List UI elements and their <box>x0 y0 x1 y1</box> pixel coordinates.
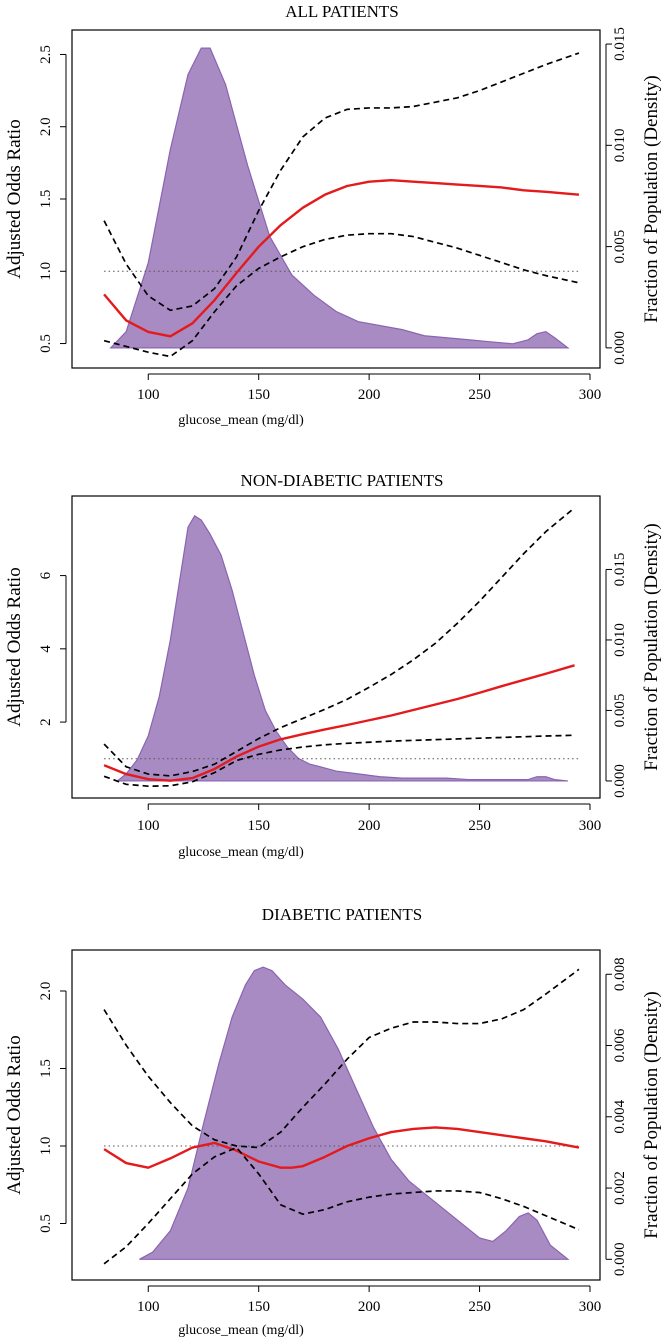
series-ci-upper <box>103 507 576 777</box>
y-tick-label: 4 <box>38 645 54 653</box>
y-tick-label: 2.0 <box>38 117 54 136</box>
plot-frame <box>71 29 601 369</box>
y-tick-label: 1.0 <box>38 1137 54 1156</box>
x-tick-label: 150 <box>247 818 270 834</box>
y-tick-label: 2.5 <box>38 45 54 64</box>
x-tick-label: 150 <box>247 1299 270 1315</box>
series-odds-ratio <box>103 1126 580 1169</box>
y2-tick-label: 0.010 <box>612 623 628 657</box>
y2-tick-label: 0.008 <box>612 957 628 991</box>
x-axis-label: glucose_mean (mg/dl) <box>178 1323 304 1338</box>
x-axis-label: glucose_mean (mg/dl) <box>178 413 304 428</box>
y-axis-right: 0.000 0.005 0.010 0.015 <box>605 553 628 798</box>
series-ci-lower <box>103 1146 580 1265</box>
y2-axis-label: Fraction of Population (Density) <box>641 75 662 323</box>
x-tick-label: 200 <box>358 818 381 834</box>
y-tick-label: 2 <box>38 718 54 726</box>
y2-tick-label: 0.004 <box>612 1099 628 1133</box>
series-ci-lower <box>103 232 580 358</box>
series-ci-upper <box>103 52 580 312</box>
y2-tick-label: 0.010 <box>612 128 628 162</box>
x-tick-label: 200 <box>358 387 381 403</box>
y2-tick-label: 0.005 <box>612 694 628 728</box>
y-axis-label: Adjusted Odds Ratio <box>4 567 25 726</box>
x-axis-label: glucose_mean (mg/dl) <box>178 845 304 860</box>
x-tick-label: 150 <box>247 387 270 403</box>
y-tick-label: 1.5 <box>38 1059 54 1078</box>
series-ci-lower <box>103 734 575 788</box>
y-tick-label: 0.5 <box>38 334 54 353</box>
y-tick-label: 1.0 <box>38 262 54 281</box>
x-tick-label: 300 <box>579 387 602 403</box>
density-area <box>109 47 570 349</box>
x-axis: 100 150 200 250 300 <box>137 1285 602 1315</box>
chart-title: ALL PATIENTS <box>285 2 399 21</box>
y2-axis-label: Fraction of Population (Density) <box>641 523 662 771</box>
y2-axis-label: Fraction of Population (Density) <box>641 991 662 1239</box>
chart-panel-3: DIABETIC PATIENTS 100 150 200 250 300 glucose_… <box>4 905 662 1338</box>
x-tick-label: 100 <box>137 387 160 403</box>
chart-panel-1: ALL PATIENTS 100 150 200 250 300 glucose_mean … <box>4 2 662 428</box>
y2-tick-label: 0.002 <box>612 1171 628 1205</box>
y2-tick-label: 0.005 <box>612 230 628 264</box>
y-axis-left: 2 4 6 <box>38 571 67 726</box>
series-odds-ratio <box>103 179 580 338</box>
y2-tick-label: 0.000 <box>612 1242 628 1276</box>
y-axis-label: Adjusted Odds Ratio <box>4 119 25 278</box>
y-tick-label: 6 <box>38 571 54 579</box>
y-tick-label: 0.5 <box>38 1214 54 1233</box>
x-tick-label: 100 <box>137 1299 160 1315</box>
x-tick-label: 300 <box>579 818 602 834</box>
y2-tick-label: 0.015 <box>612 27 628 61</box>
x-axis: 100 150 200 250 300 <box>137 803 602 834</box>
plot-frame <box>71 495 601 799</box>
series-ci-upper <box>103 968 580 1149</box>
x-tick-label: 250 <box>468 387 491 403</box>
x-tick-label: 200 <box>358 1299 381 1315</box>
density-area <box>139 966 570 1260</box>
series-odds-ratio <box>103 664 575 782</box>
y2-tick-label: 0.015 <box>612 553 628 587</box>
chart-title: DIABETIC PATIENTS <box>262 905 422 924</box>
chart-panel-2: NON-DIABETIC PATIENTS 100 150 200 250 300 gluc… <box>4 471 662 860</box>
y-tick-label: 2.0 <box>38 982 54 1001</box>
y-axis-right: 0.000 0.005 0.010 0.015 <box>605 27 628 365</box>
y-axis-left: 0.5 1.0 1.5 2.0 2.5 <box>38 45 67 353</box>
x-axis: 100 150 200 250 300 <box>137 373 602 403</box>
chart-title: NON-DIABETIC PATIENTS <box>241 471 444 490</box>
x-tick-label: 300 <box>579 1299 602 1315</box>
plot-frame <box>71 949 601 1281</box>
y2-tick-label: 0.006 <box>612 1028 628 1062</box>
y2-tick-label: 0.000 <box>612 331 628 365</box>
y-axis-right: 0.000 0.002 0.004 0.006 0.008 <box>605 957 628 1276</box>
x-tick-label: 250 <box>468 818 491 834</box>
y-tick-label: 1.5 <box>38 190 54 209</box>
y2-tick-label: 0.000 <box>612 764 628 798</box>
x-tick-label: 250 <box>468 1299 491 1315</box>
y-axis-label: Adjusted Odds Ratio <box>4 1035 25 1194</box>
x-tick-label: 100 <box>137 818 160 834</box>
y-axis-left: 0.5 1.0 1.5 2.0 <box>38 982 67 1233</box>
density-area <box>115 515 568 782</box>
